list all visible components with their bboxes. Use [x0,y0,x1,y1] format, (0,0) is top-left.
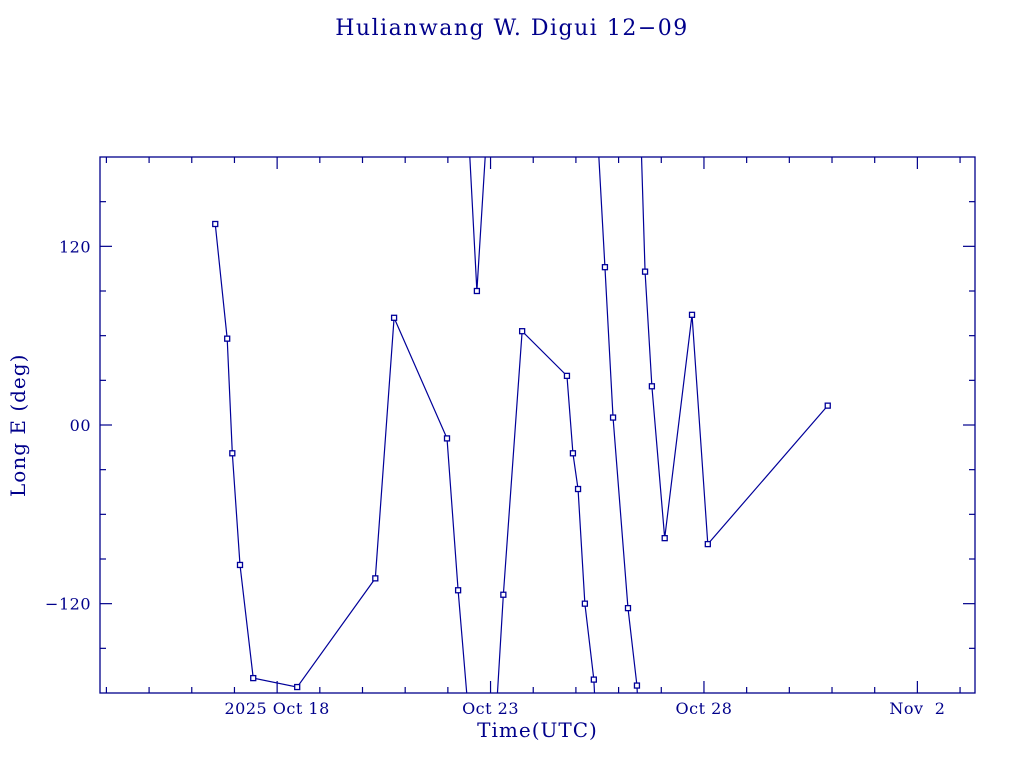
data-point-marker [563,372,571,380]
y-tick-label: 00 [70,416,91,435]
chart-title: Hulianwang W. Digui 12−09 [335,16,689,41]
data-point-marker [648,383,656,390]
x-tick-label: Oct 23 [462,699,519,718]
data-point-marker [443,435,451,442]
x-tick-label: Oct 28 [675,699,732,718]
data-point-marker [294,683,301,691]
data-point-marker [590,676,597,683]
data-point-marker [661,535,668,542]
data-point-marker [633,682,641,689]
x-axis-label: Time(UTC) [477,718,598,742]
data-series [496,329,596,693]
data-point-marker [581,600,589,607]
data-series [214,223,468,693]
data-point-marker [236,561,244,569]
data-point-marker [212,220,219,228]
data-point-marker [518,328,526,335]
data-point-marker [390,314,398,321]
y-tick-label: −120 [45,595,91,614]
data-point-marker [609,414,617,421]
data-point-marker [224,335,231,342]
data-point-marker [250,674,257,682]
data-point-marker [688,311,696,318]
data-point-marker [641,268,649,275]
data-point-marker [473,287,481,295]
data-point-marker [574,485,582,493]
data-series-group [212,157,831,693]
data-point-marker [601,264,609,271]
x-tick-label: 2025 Oct 18 [225,699,330,718]
data-point-marker [624,604,632,612]
data-point-marker [569,450,577,457]
data-point-marker [454,587,462,594]
data-point-marker [824,402,831,409]
data-series [598,157,638,693]
data-point-marker [500,591,507,598]
data-series [640,157,829,546]
y-tick-label: 120 [59,237,91,256]
data-series [469,157,486,292]
data-point-marker [704,540,711,548]
data-point-marker [229,450,236,457]
x-tick-label: Nov 2 [889,699,945,718]
data-point-marker [372,575,379,582]
